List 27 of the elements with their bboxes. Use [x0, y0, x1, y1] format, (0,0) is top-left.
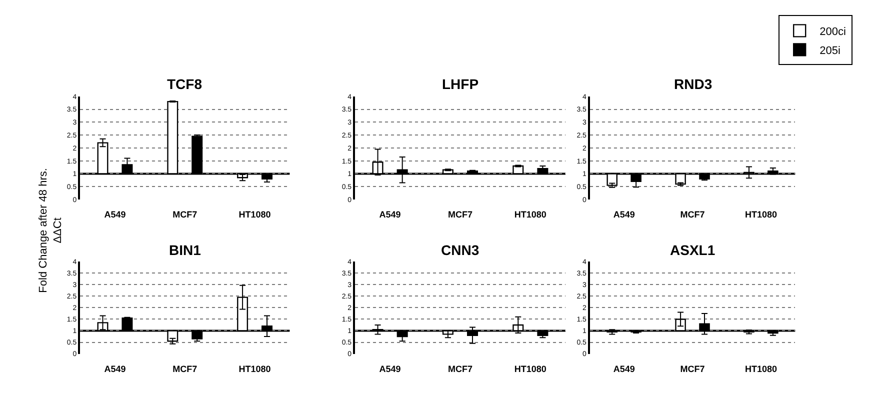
x-tick-label: A549 — [613, 210, 635, 220]
chart-title: BIN1 — [169, 242, 202, 258]
x-tick-label: HT1080 — [514, 364, 546, 374]
chart-title: RND3 — [674, 76, 712, 92]
x-tick-label: A549 — [104, 364, 126, 374]
chart-title: ASXL1 — [670, 242, 716, 258]
x-tick-label: MCF7 — [172, 210, 198, 220]
x-tick-label: MCF7 — [172, 364, 198, 374]
x-tick-label: MCF7 — [448, 210, 472, 220]
x-tick-label: A549 — [104, 210, 126, 220]
x-tick-label: A549 — [613, 364, 635, 374]
x-tick-label: A549 — [379, 364, 401, 374]
x-tick-label: HT1080 — [238, 210, 271, 220]
x-tick-label: MCF7 — [680, 210, 705, 220]
x-tick-label: HT1080 — [238, 364, 271, 374]
x-tick-label: HT1080 — [514, 210, 546, 220]
chart-title: TCF8 — [167, 76, 202, 92]
x-tick-label: HT1080 — [744, 364, 777, 374]
chart-title: LHFP — [442, 76, 479, 92]
legend-label: 200ci — [820, 26, 846, 38]
x-tick-label: MCF7 — [680, 364, 705, 374]
x-tick-label: A549 — [379, 210, 401, 220]
y-axis-title: Fold Change after 48 hrs. ΔΔCt — [38, 168, 64, 293]
legend-label: 205i — [820, 44, 840, 57]
x-tick-label: HT1080 — [744, 210, 777, 220]
x-tick-label: MCF7 — [448, 364, 472, 374]
chart-title: CNN3 — [441, 242, 480, 258]
